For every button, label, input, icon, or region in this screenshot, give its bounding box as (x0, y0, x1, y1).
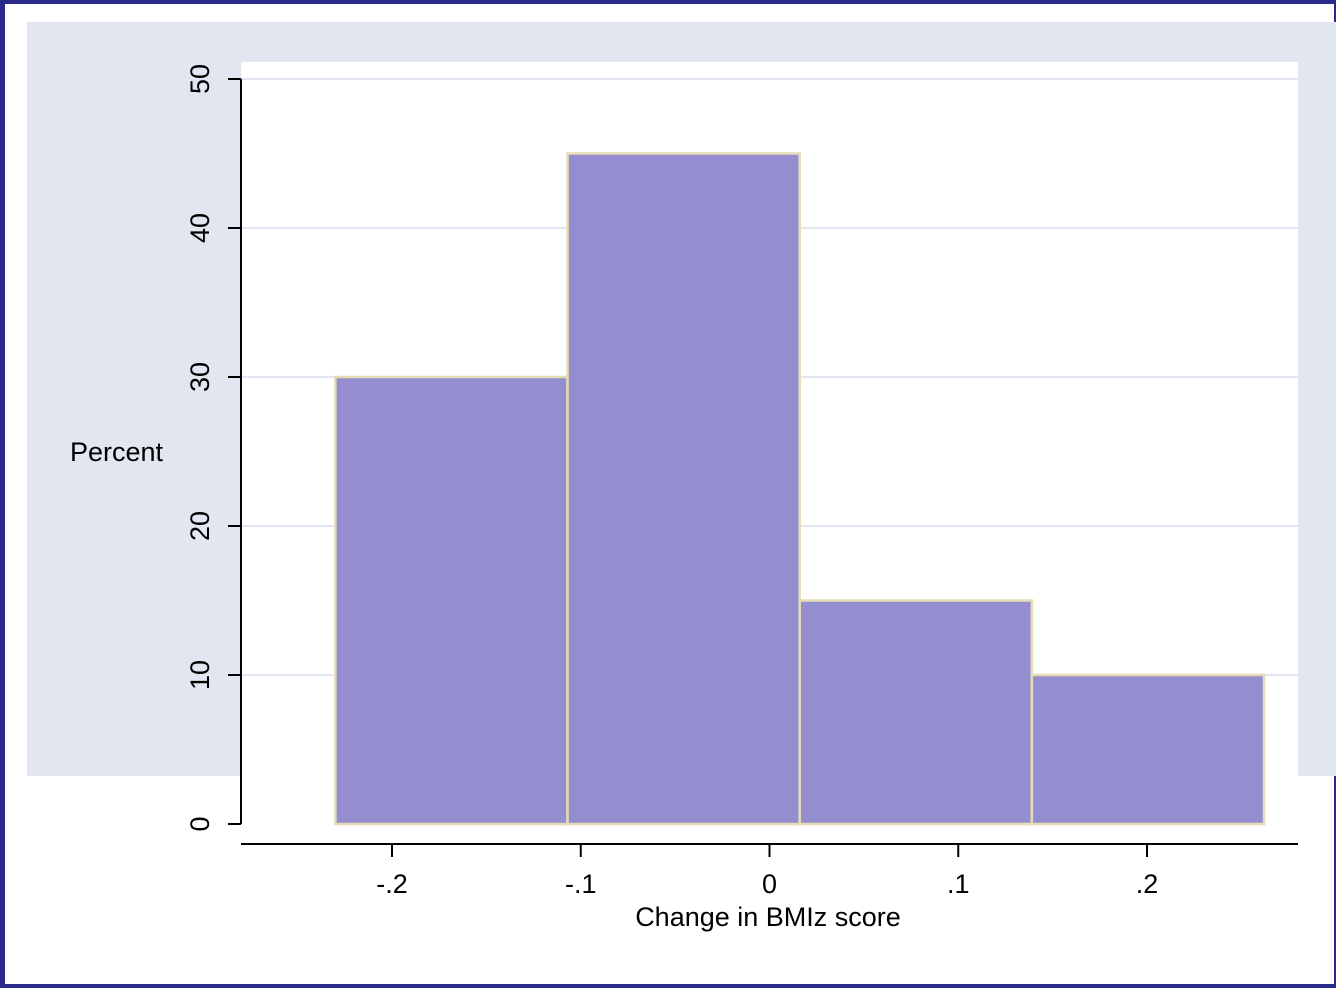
y-tick-label: 50 (185, 64, 215, 94)
x-tick-label: 0 (762, 869, 777, 899)
y-tick-label: 10 (185, 660, 215, 690)
histogram-bar (566, 152, 801, 826)
x-tick-label: -.2 (376, 869, 408, 899)
histogram-bar (798, 599, 1034, 826)
y-tick-label: 20 (185, 511, 215, 541)
x-axis-title: Change in BMIz score (635, 902, 901, 932)
x-tick-label: -.1 (565, 869, 597, 899)
histogram-bar (1030, 673, 1266, 826)
tick-labels: 0 10 20 30 40 50 -.2 -.1 0 .1 .2 (185, 64, 1158, 899)
x-tick-label: .2 (1136, 869, 1159, 899)
x-tick-label: .1 (947, 869, 970, 899)
y-tick-label: 40 (185, 213, 215, 243)
y-tick-label: 0 (185, 816, 215, 831)
histogram-bar (334, 375, 569, 826)
y-axis-title: Percent (70, 437, 164, 467)
y-tick-label: 30 (185, 362, 215, 392)
histogram-bars (334, 152, 1266, 826)
histogram-chart: 0 10 20 30 40 50 -.2 -.1 0 .1 .2 Percent Change in… (27, 22, 1336, 932)
axes (228, 78, 1298, 857)
